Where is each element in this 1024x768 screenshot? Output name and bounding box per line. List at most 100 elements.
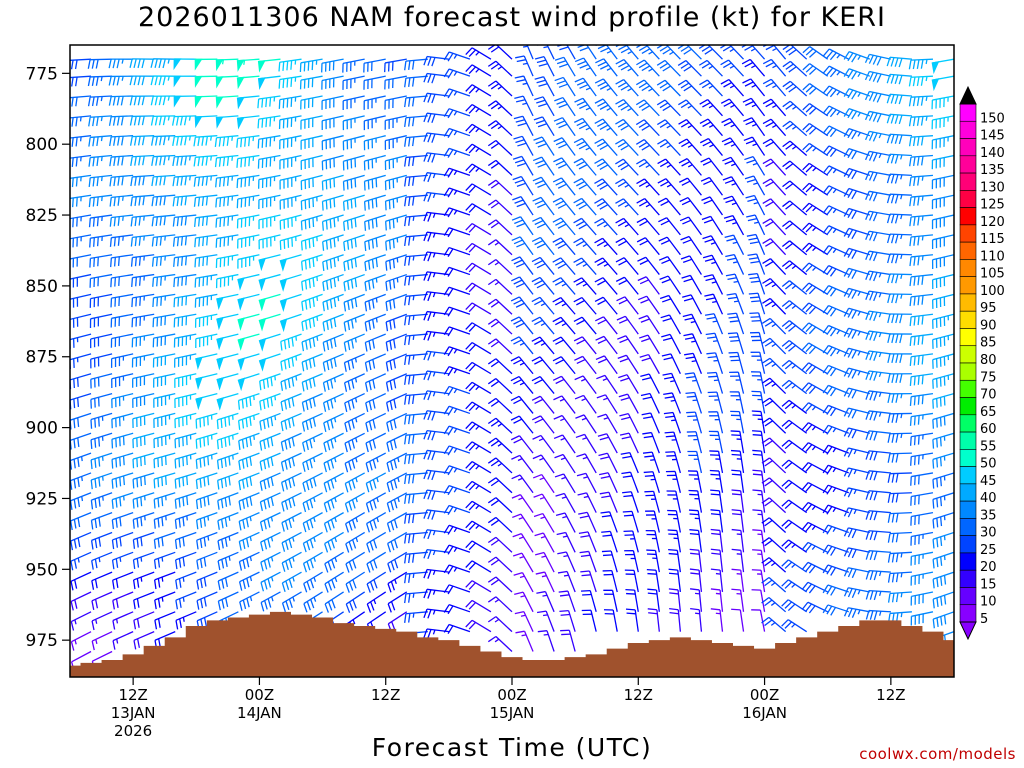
wind-barb — [70, 214, 92, 228]
wind-barb — [443, 207, 471, 218]
wind-barb — [150, 75, 176, 86]
wind-barb — [553, 414, 576, 434]
wind-barb — [344, 492, 365, 513]
wind-barb — [301, 293, 323, 311]
wind-barb — [257, 75, 281, 90]
wind-barb — [364, 254, 386, 272]
wind-barb — [91, 611, 113, 631]
wind-barb — [514, 75, 534, 97]
wind-barb — [238, 512, 260, 531]
wind-barb — [532, 473, 555, 494]
wind-barb — [111, 412, 134, 429]
credit-text[interactable]: coolwx.com/models — [859, 745, 1016, 763]
wind-barb — [322, 393, 344, 412]
wind-barb — [216, 412, 239, 430]
wind-barb — [237, 273, 260, 291]
colorbar-cell — [959, 500, 977, 519]
wind-barb — [300, 154, 323, 170]
wind-barb — [279, 194, 302, 210]
wind-barb — [619, 413, 639, 434]
wind-barb — [679, 197, 702, 216]
wind-barb — [174, 472, 197, 489]
wind-barb — [260, 551, 281, 572]
wind-barb — [70, 135, 92, 147]
colorbar-label: 25 — [980, 543, 997, 558]
wind-barb — [91, 571, 113, 590]
wind-barb — [404, 472, 428, 485]
wind-barb — [618, 393, 639, 414]
wind-barb — [556, 531, 576, 553]
wind-barb — [552, 257, 576, 275]
wind-barb — [174, 373, 197, 388]
wind-barb — [699, 118, 723, 137]
wind-barb — [174, 531, 197, 550]
wind-barb — [281, 591, 302, 613]
wind-barb — [108, 95, 134, 106]
wind-barb — [667, 509, 682, 533]
colorbar-cell — [959, 224, 977, 243]
wind-barb — [342, 75, 365, 90]
wind-barb — [386, 412, 408, 432]
wind-barb — [554, 56, 576, 77]
wind-barb — [465, 222, 492, 236]
wind-barb — [173, 254, 197, 267]
wind-barb — [195, 412, 218, 429]
wind-barb — [108, 58, 134, 69]
wind-barb — [487, 477, 513, 494]
wind-barb — [659, 294, 681, 315]
wind-barb — [595, 316, 618, 335]
wind-barb — [681, 274, 702, 295]
wind-barb — [70, 174, 92, 188]
wind-barb — [152, 353, 176, 368]
wind-barb — [112, 571, 134, 590]
wind-barb — [70, 154, 92, 167]
wind-barb — [656, 79, 681, 97]
colorbar-label: 135 — [980, 163, 1005, 178]
wind-barb — [663, 392, 681, 414]
wind-barb — [443, 504, 471, 515]
wind-barb — [70, 58, 92, 70]
y-tick-label: 825 — [26, 206, 58, 226]
wind-barb — [217, 472, 239, 490]
wind-barb — [70, 453, 71, 454]
wind-barb — [172, 214, 197, 227]
wind-barb — [280, 333, 302, 351]
wind-barb — [443, 88, 471, 99]
wind-barbs-layer — [70, 45, 954, 671]
wind-barb — [385, 353, 408, 372]
wind-barb — [236, 154, 260, 168]
wind-barb — [704, 293, 724, 315]
wind-barb — [194, 293, 218, 308]
colorbar-label: 115 — [980, 232, 1005, 247]
wind-barb — [404, 154, 428, 167]
colorbar-cell — [959, 362, 977, 381]
wind-barb — [531, 256, 555, 275]
colorbar-label: 70 — [980, 388, 997, 403]
wind-barb — [594, 237, 618, 256]
wind-barb — [664, 431, 682, 454]
wind-barb — [510, 415, 534, 434]
wind-barb — [404, 174, 428, 187]
wind-barb — [342, 58, 365, 73]
wind-barb — [109, 174, 134, 187]
wind-barb — [404, 353, 428, 366]
wind-barb — [215, 95, 239, 109]
wind-barb — [302, 432, 323, 452]
wind-barb — [258, 273, 281, 292]
wind-barb — [642, 451, 660, 474]
wind-barb — [70, 611, 71, 613]
wind-barb — [700, 157, 723, 176]
wind-barb — [487, 159, 513, 176]
wind-barb — [278, 115, 302, 130]
wind-barb — [512, 513, 534, 533]
wind-barb — [70, 254, 92, 268]
wind-barb — [404, 273, 428, 286]
wind-barb — [217, 551, 239, 571]
wind-barb — [366, 551, 387, 573]
wind-barb — [663, 411, 681, 434]
wind-barb — [603, 609, 618, 632]
wind-barb — [322, 313, 344, 332]
wind-barb — [112, 611, 134, 630]
wind-barb — [465, 183, 492, 196]
wind-barb — [465, 342, 492, 355]
